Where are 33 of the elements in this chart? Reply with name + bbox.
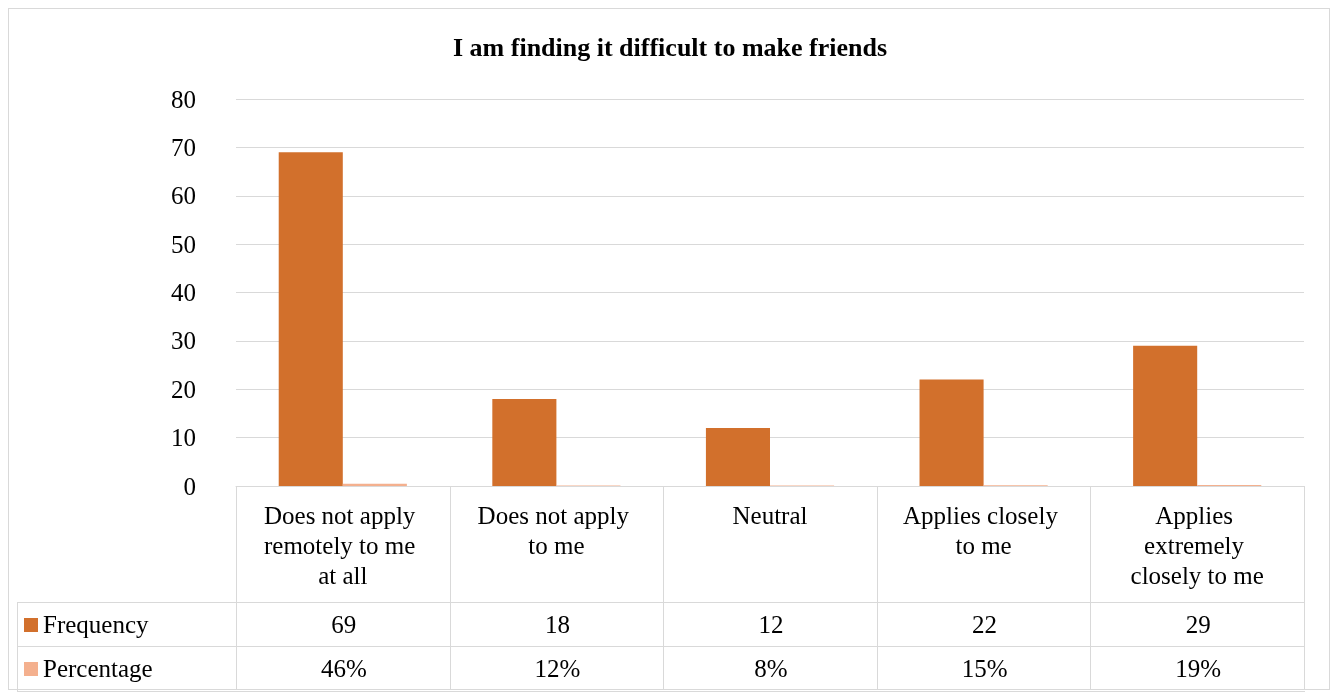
x-tick-label: Does not apply remotely to me at all bbox=[263, 501, 422, 589]
y-tick-label: 80 bbox=[171, 85, 196, 113]
y-tick-label: 50 bbox=[171, 230, 196, 258]
x-tick-label: Applies closely to me bbox=[903, 501, 1065, 559]
y-tick-label: 20 bbox=[171, 375, 196, 403]
y-tick-label: 40 bbox=[171, 279, 196, 306]
data-label: 69 bbox=[330, 611, 358, 639]
y-tick-label: 70 bbox=[171, 133, 196, 161]
data-label: 29 bbox=[1184, 611, 1212, 639]
data-label: 8% bbox=[753, 655, 789, 683]
bar bbox=[705, 427, 770, 486]
bar bbox=[919, 379, 984, 486]
bar bbox=[278, 152, 343, 486]
y-tick-label: 30 bbox=[171, 327, 196, 355]
data-label: 46% bbox=[319, 655, 368, 683]
legend-label: Percentage bbox=[43, 655, 153, 683]
data-label: 19% bbox=[1174, 655, 1223, 683]
data-label: 12 bbox=[757, 611, 785, 639]
bar bbox=[342, 483, 407, 486]
y-tick-label: 0 bbox=[183, 472, 196, 500]
legend-label: Frequency bbox=[43, 611, 149, 639]
data-label: 15% bbox=[960, 655, 1009, 683]
data-label: 12% bbox=[533, 655, 582, 683]
x-tick-label: Applies extremely closely to me bbox=[1130, 501, 1264, 589]
y-tick-label: 60 bbox=[171, 182, 196, 210]
bar bbox=[1133, 345, 1198, 486]
chart-title: I am finding it difficult to make friends bbox=[452, 32, 888, 62]
x-tick-label: Neutral bbox=[732, 501, 808, 529]
y-tick-label: 10 bbox=[171, 424, 196, 452]
data-label: 22 bbox=[971, 611, 999, 639]
data-label: 18 bbox=[543, 611, 571, 639]
x-tick-label: Does not apply to me bbox=[477, 501, 636, 559]
bar bbox=[492, 398, 557, 486]
